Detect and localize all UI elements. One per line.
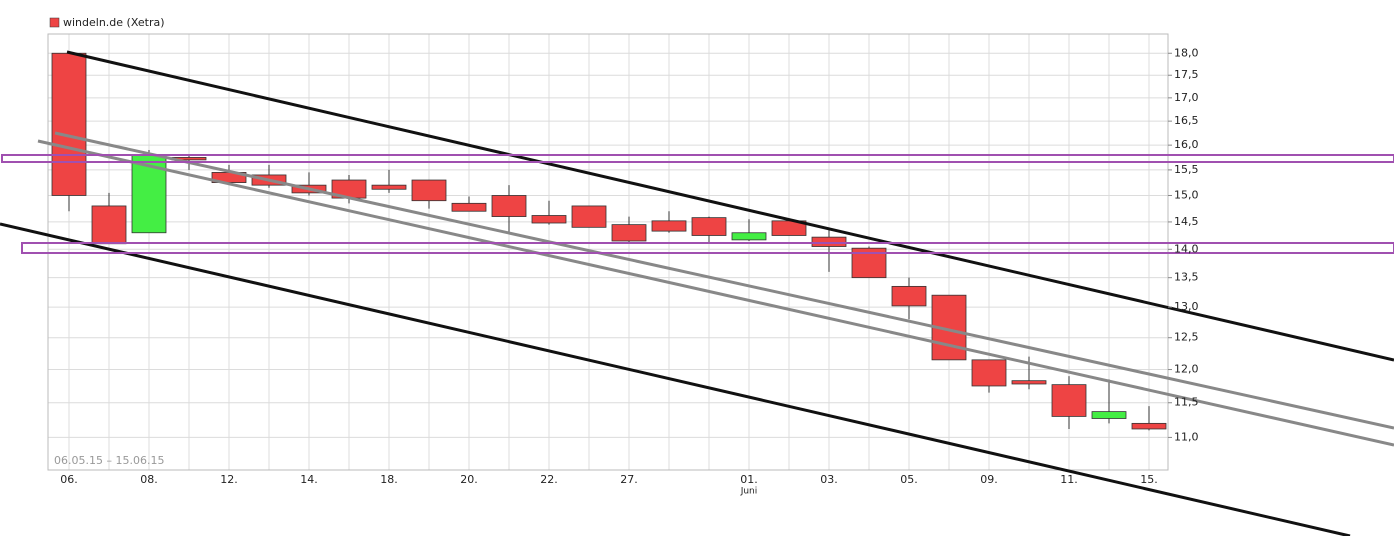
trend-line <box>66 50 1394 362</box>
x-tick-label: 11. <box>1060 473 1078 486</box>
x-tick-label: 03. <box>820 473 838 486</box>
y-tick-label: 13,5 <box>1174 271 1199 284</box>
candle-body <box>1051 384 1087 417</box>
candle-body <box>451 202 487 212</box>
candle-body <box>371 184 407 190</box>
x-tick-label: 05. <box>900 473 918 486</box>
y-tick-label: 12,5 <box>1174 331 1199 344</box>
candle-body <box>571 205 607 228</box>
x-tick-label: 15. <box>1140 473 1158 486</box>
candle-body <box>611 224 647 242</box>
candle-body <box>491 195 527 217</box>
candle-body <box>891 285 927 307</box>
month-label: Juni <box>740 487 758 497</box>
candle-body <box>971 359 1007 387</box>
y-tick-label: 15,5 <box>1174 163 1199 176</box>
candles <box>51 52 1167 431</box>
x-tick-label: 08. <box>140 473 158 486</box>
x-tick-label: 14. <box>300 473 318 486</box>
horizontal-zone <box>1 154 1394 163</box>
candle-body <box>91 205 127 245</box>
y-tick-label: 14,0 <box>1174 242 1199 255</box>
candle-body <box>811 236 847 247</box>
candle-body <box>1131 422 1167 430</box>
trend-line <box>54 131 1394 430</box>
y-tick-label: 12,0 <box>1174 363 1199 376</box>
legend-label: windeln.de (Xetra) <box>63 16 165 29</box>
y-tick-label: 13,0 <box>1174 300 1199 313</box>
candle-body <box>1091 411 1127 419</box>
candle-body <box>51 52 87 196</box>
legend-swatch <box>49 17 60 28</box>
date-range: 06.05.15 – 15.06.15 <box>54 454 164 467</box>
trend-line <box>37 139 1394 447</box>
y-tick-label: 11,5 <box>1174 396 1199 409</box>
y-tick-label: 15,0 <box>1174 188 1199 201</box>
x-tick-label: 01. <box>740 473 758 486</box>
y-tick-label: 17,0 <box>1174 91 1199 104</box>
x-tick-label: 18. <box>380 473 398 486</box>
y-tick-label: 14,5 <box>1174 215 1199 228</box>
trend-line <box>0 222 1351 536</box>
y-tick-label: 11,0 <box>1174 430 1199 443</box>
x-tick-label: 22. <box>540 473 558 486</box>
annotations <box>0 50 1394 536</box>
x-tick-label: 27. <box>620 473 638 486</box>
y-tick-label: 16,5 <box>1174 114 1199 127</box>
candle-body <box>651 220 687 232</box>
candle-body <box>1011 380 1047 385</box>
horizontal-zone <box>21 242 1394 254</box>
candle-body <box>411 179 447 202</box>
y-tick-label: 18,0 <box>1174 46 1199 59</box>
candle-body <box>731 232 767 241</box>
x-tick-label: 09. <box>980 473 998 486</box>
x-tick-label: 12. <box>220 473 238 486</box>
candle-body <box>691 217 727 236</box>
x-tick-label: 06. <box>60 473 78 486</box>
y-tick-label: 17,5 <box>1174 68 1199 81</box>
candle-body <box>531 215 567 224</box>
x-tick-label: 20. <box>460 473 478 486</box>
y-tick-label: 16,0 <box>1174 138 1199 151</box>
